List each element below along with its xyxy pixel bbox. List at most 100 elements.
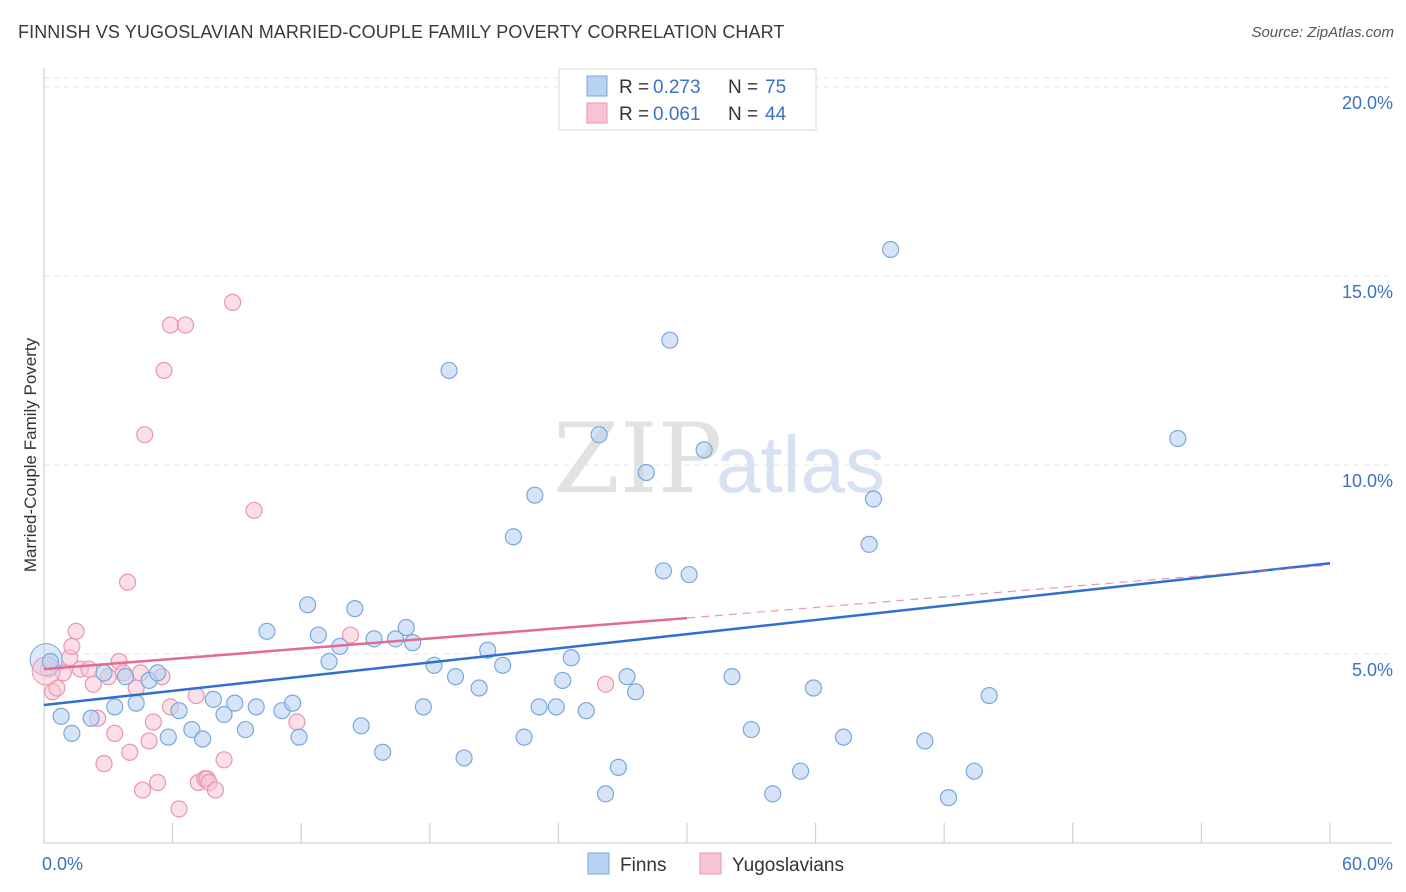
- finns-point: [346, 600, 364, 618]
- gridlines: [44, 77, 1392, 655]
- yugoslavians-trend-line-extension: [686, 564, 1331, 619]
- yugoslavians-point: [67, 622, 85, 640]
- x-ticks: [43, 823, 1331, 843]
- legend-yugo-r-label: R =: [619, 104, 649, 125]
- finns-point: [515, 728, 533, 746]
- yugoslavians-point: [155, 361, 173, 380]
- yugoslavians-point: [288, 713, 306, 731]
- finns-point: [183, 720, 201, 739]
- finns-point: [404, 634, 422, 652]
- finns-point: [52, 707, 70, 725]
- finns-point: [63, 724, 81, 742]
- finns-point: [95, 664, 113, 682]
- chart-title: FINNISH VS YUGOSLAVIAN MARRIED-COUPLE FA…: [18, 22, 785, 42]
- finns-point: [352, 717, 370, 735]
- finns-point: [680, 565, 698, 584]
- yugoslavians-point: [133, 781, 152, 799]
- watermark-atlas: atlas: [716, 420, 885, 509]
- finns-point: [170, 702, 188, 720]
- finns-point: [654, 562, 673, 580]
- bottom-legend-yugoslavians: Yugoslavians: [732, 855, 844, 876]
- yugoslavians-point: [136, 426, 154, 444]
- finns-point: [106, 698, 124, 716]
- finns-point: [804, 679, 823, 697]
- chart-source: Source: ZipAtlas.com: [1251, 24, 1394, 41]
- finns-point: [446, 668, 465, 686]
- yugoslavians-point: [206, 781, 225, 799]
- finns-point: [834, 728, 853, 746]
- yugoslavians-point: [106, 724, 124, 742]
- finns-point: [148, 664, 167, 682]
- legend-finns-r-value: 0.273: [653, 77, 701, 98]
- y-tick-labels: 5.0% 10.0% 15.0% 20.0%: [1342, 93, 1393, 680]
- finns-trend-line: [43, 562, 1331, 707]
- yugoslavians-point: [84, 675, 102, 693]
- finns-point: [204, 690, 222, 708]
- finns-point: [609, 758, 628, 776]
- legend-swatch-yugoslavians: [586, 102, 608, 124]
- finns-point: [626, 683, 645, 701]
- watermark-zip: ZIP: [553, 403, 722, 515]
- yugoslavians-point: [161, 316, 180, 334]
- yugoslavians-point: [63, 637, 81, 656]
- yugoslavians-point: [140, 732, 158, 750]
- trend-lines: [43, 562, 1331, 707]
- finns-point: [590, 426, 608, 444]
- y-tick-label: 5.0%: [1352, 660, 1393, 680]
- yugoslavians-point: [224, 293, 242, 311]
- legend-finns-r-label: R =: [619, 77, 649, 98]
- finns-point: [526, 486, 544, 504]
- finns-point: [440, 361, 458, 380]
- y-axis-title: Married-Couple Family Poverty: [21, 337, 40, 572]
- legend-finns-n-label: N =: [728, 77, 758, 98]
- finns-point: [1169, 429, 1187, 448]
- finns-point: [980, 686, 998, 705]
- finns-point: [764, 785, 782, 803]
- finns-point: [397, 618, 415, 637]
- finns-point: [82, 709, 100, 727]
- finns-point: [470, 679, 488, 697]
- legend-finns-n-value: 75: [765, 77, 786, 98]
- x-tick-label-min: 0.0%: [42, 854, 83, 874]
- legend-yugo-n-value: 44: [765, 104, 787, 125]
- finns-point: [479, 641, 497, 659]
- yugoslavians-point: [245, 501, 263, 519]
- finns-point: [299, 596, 317, 614]
- y-tick-label: 15.0%: [1342, 282, 1393, 302]
- finns-point: [425, 656, 443, 674]
- finns-point: [791, 762, 810, 780]
- finns-points: [41, 240, 1187, 807]
- finns-point: [309, 626, 327, 644]
- yugoslavians-point: [118, 573, 137, 591]
- finns-point: [860, 535, 878, 553]
- yugoslavians-trend-line: [43, 616, 688, 671]
- x-tick-label-max: 60.0%: [1342, 854, 1393, 874]
- finns-point: [455, 749, 473, 767]
- axes: [43, 68, 1392, 844]
- y-tick-label: 20.0%: [1342, 93, 1393, 113]
- finns-point: [554, 671, 572, 690]
- finns-point: [215, 705, 233, 724]
- finns-point: [258, 622, 276, 640]
- legend: R = 0.273 N = 75 R = 0.061 N = 44: [558, 68, 817, 131]
- finns-point: [916, 732, 934, 750]
- finns-point: [864, 490, 883, 508]
- finns-point: [661, 331, 679, 349]
- bottom-legend: Finns Yugoslavians: [587, 852, 844, 876]
- finns-point: [236, 720, 255, 739]
- finns-point: [577, 702, 595, 720]
- finns-point: [547, 698, 565, 716]
- finns-point: [247, 698, 265, 716]
- yugoslavians-points: [29, 293, 615, 818]
- legend-swatch-finns: [586, 75, 608, 97]
- finns-point: [159, 728, 177, 746]
- yugoslavians-point: [121, 743, 139, 761]
- yugoslavians-point: [215, 751, 233, 769]
- finns-point: [882, 240, 900, 259]
- finns-point: [939, 789, 958, 807]
- finns-point: [723, 668, 741, 686]
- bottom-legend-finns: Finns: [620, 855, 666, 876]
- yugoslavians-point: [148, 773, 167, 792]
- bottom-legend-swatch-yugoslavians: [699, 852, 722, 875]
